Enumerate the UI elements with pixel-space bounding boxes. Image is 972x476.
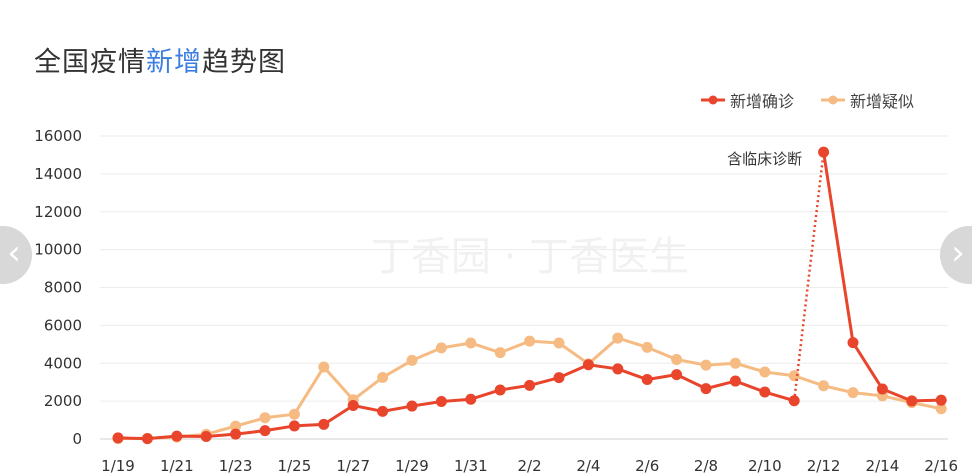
data-point-suspected bbox=[641, 341, 653, 353]
watermark: 丁香园 · 丁香医生 bbox=[371, 234, 689, 280]
series-line-confirmed bbox=[117, 363, 795, 441]
y-tick-label: 0 bbox=[72, 430, 82, 448]
data-point-suspected bbox=[494, 347, 506, 359]
annotation-dotted-line bbox=[792, 151, 825, 401]
data-point-confirmed bbox=[788, 395, 800, 407]
data-point-suspected bbox=[435, 342, 447, 354]
data-point-confirmed bbox=[641, 374, 653, 386]
title-highlight: 新增 bbox=[146, 47, 202, 78]
data-point-confirmed bbox=[318, 418, 330, 430]
data-point-suspected bbox=[259, 412, 271, 424]
x-tick-label: 1/25 bbox=[278, 457, 312, 475]
x-tick-label: 2/2 bbox=[518, 457, 542, 475]
legend-label-suspected: 新增疑似 bbox=[849, 92, 914, 111]
x-tick-label: 2/4 bbox=[576, 457, 600, 475]
data-point-confirmed bbox=[671, 369, 683, 381]
data-point-confirmed bbox=[759, 386, 771, 398]
y-tick-label: 6000 bbox=[44, 316, 82, 334]
data-point-confirmed bbox=[435, 396, 447, 408]
data-point-suspected bbox=[465, 337, 477, 349]
y-tick-label: 4000 bbox=[44, 354, 82, 372]
data-point-suspected bbox=[318, 361, 330, 373]
title-part1: 全国疫情 bbox=[34, 47, 146, 78]
data-point-suspected bbox=[935, 403, 947, 415]
y-tick-label: 16000 bbox=[34, 127, 82, 145]
x-tick-label: 2/12 bbox=[807, 457, 841, 475]
data-point-confirmed bbox=[700, 383, 712, 395]
x-tick-label: 1/31 bbox=[454, 457, 488, 475]
series-1 bbox=[112, 332, 947, 445]
data-point-confirmed bbox=[729, 375, 741, 387]
legend-swatch-suspected bbox=[820, 95, 845, 105]
data-point-confirmed bbox=[465, 393, 477, 405]
data-point-suspected bbox=[671, 353, 683, 365]
data-point-confirmed bbox=[935, 394, 947, 406]
data-point-confirmed bbox=[377, 405, 389, 417]
data-point-suspected bbox=[524, 335, 536, 347]
legend: 新增确诊 新增疑似 bbox=[700, 88, 914, 112]
data-point-confirmed bbox=[582, 359, 594, 371]
data-point-confirmed bbox=[171, 430, 183, 442]
annotation-label: 含临床诊断 bbox=[727, 150, 802, 168]
data-point-confirmed bbox=[847, 337, 859, 349]
data-point-suspected bbox=[612, 332, 624, 344]
data-point-suspected bbox=[847, 387, 859, 399]
y-tick-label: 14000 bbox=[34, 165, 82, 183]
x-tick-label: 1/19 bbox=[101, 457, 135, 475]
series-0 bbox=[112, 146, 947, 445]
data-point-suspected bbox=[230, 420, 242, 432]
legend-label-confirmed: 新增确诊 bbox=[729, 92, 794, 111]
chart-title: 全国疫情新增趋势图 bbox=[34, 40, 286, 79]
data-point-confirmed bbox=[876, 383, 888, 395]
data-point-confirmed bbox=[141, 433, 153, 445]
y-tick-label: 2000 bbox=[44, 392, 82, 410]
x-tick-label: 1/23 bbox=[219, 457, 253, 475]
data-point-confirmed bbox=[230, 428, 242, 440]
data-point-suspected bbox=[818, 380, 830, 392]
x-tick-label: 2/6 bbox=[635, 457, 659, 475]
legend-swatch-confirmed bbox=[700, 95, 725, 105]
data-point-suspected bbox=[377, 371, 389, 383]
data-point-confirmed bbox=[612, 363, 624, 375]
x-tick-label: 2/10 bbox=[748, 457, 782, 475]
data-point-confirmed bbox=[259, 425, 271, 437]
data-point-confirmed bbox=[818, 146, 830, 158]
y-tick-label: 8000 bbox=[44, 279, 82, 297]
data-point-confirmed bbox=[288, 420, 300, 432]
legend-item-confirmed[interactable]: 新增确诊 bbox=[700, 88, 794, 112]
x-tick-label: 1/21 bbox=[160, 457, 194, 475]
data-point-confirmed bbox=[112, 432, 124, 444]
data-point-suspected bbox=[729, 357, 741, 369]
title-part2: 趋势图 bbox=[202, 47, 286, 78]
data-point-confirmed bbox=[494, 384, 506, 396]
x-tick-label: 2/14 bbox=[866, 457, 900, 475]
data-point-confirmed bbox=[200, 431, 212, 443]
x-tick-label: 1/29 bbox=[395, 457, 429, 475]
data-point-suspected bbox=[788, 370, 800, 382]
data-point-confirmed bbox=[553, 372, 565, 384]
x-tick-label: 2/8 bbox=[694, 457, 718, 475]
data-point-confirmed bbox=[406, 400, 418, 412]
data-point-confirmed bbox=[906, 395, 918, 407]
legend-item-suspected[interactable]: 新增疑似 bbox=[820, 88, 914, 112]
x-tick-label: 1/27 bbox=[336, 457, 370, 475]
y-tick-label: 10000 bbox=[34, 241, 82, 259]
data-point-suspected bbox=[406, 354, 418, 366]
data-point-suspected bbox=[759, 366, 771, 378]
x-tick-label: 2/16 bbox=[924, 457, 958, 475]
y-tick-label: 12000 bbox=[34, 203, 82, 221]
data-point-suspected bbox=[700, 359, 712, 371]
data-point-confirmed bbox=[524, 379, 536, 391]
data-point-confirmed bbox=[347, 399, 359, 411]
data-point-suspected bbox=[288, 408, 300, 420]
data-point-suspected bbox=[553, 337, 565, 349]
